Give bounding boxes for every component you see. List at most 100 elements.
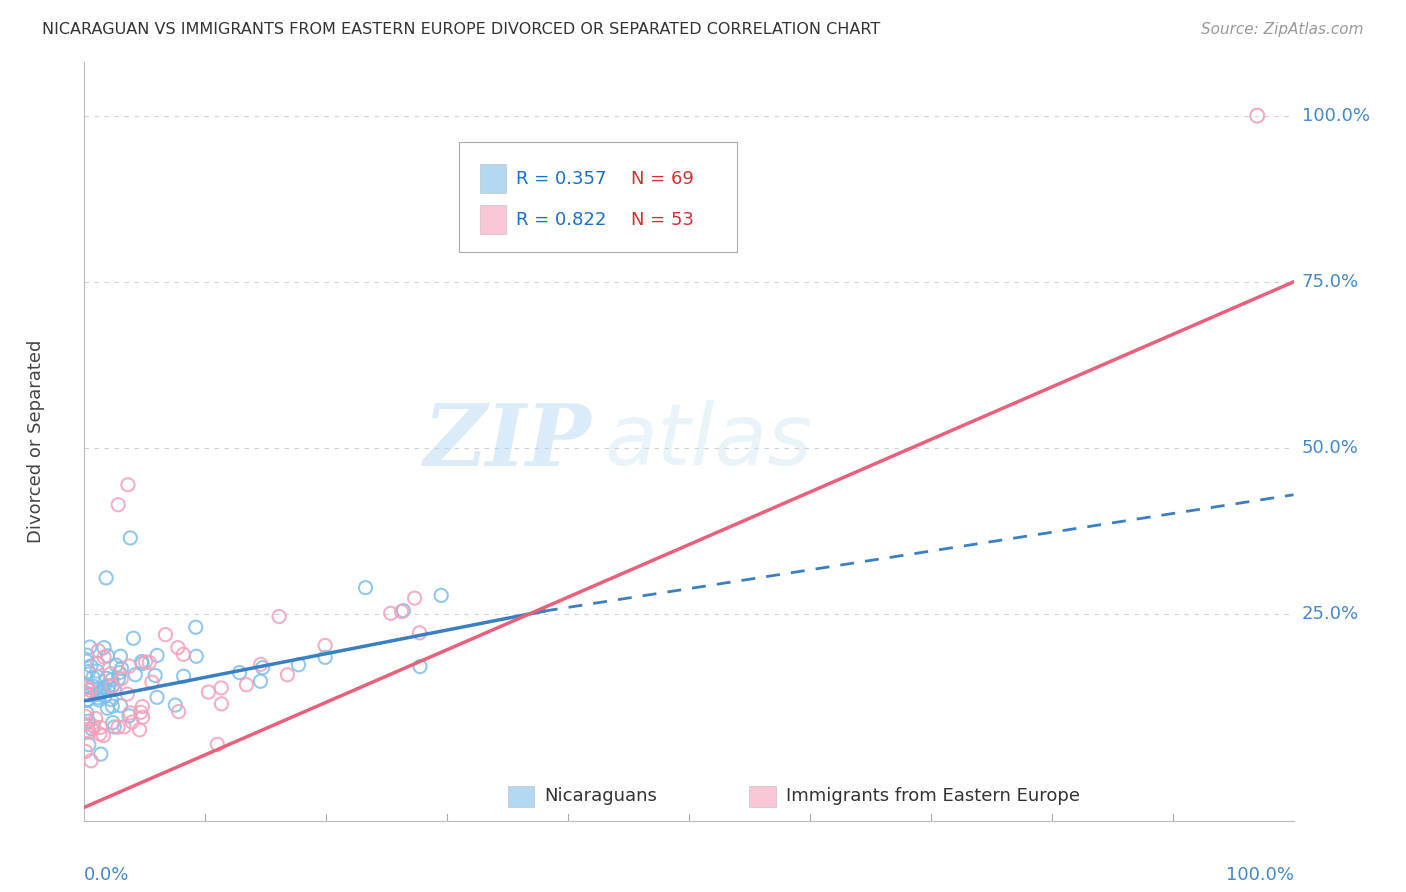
Point	[228, 665, 250, 680]
Point	[96, 701, 118, 715]
Point	[93, 640, 115, 655]
Point	[82, 670, 104, 684]
Point	[430, 588, 453, 602]
Text: R = 0.357: R = 0.357	[516, 169, 606, 187]
Text: Divorced or Separated: Divorced or Separated	[27, 340, 45, 543]
Point	[173, 669, 195, 683]
Point	[269, 609, 291, 624]
Point	[117, 477, 139, 491]
Point	[87, 688, 110, 702]
Point	[167, 640, 190, 655]
Point	[120, 531, 142, 545]
Point	[112, 720, 135, 734]
Text: 0.0%: 0.0%	[84, 866, 129, 884]
Point	[186, 649, 208, 664]
Text: 100.0%: 100.0%	[1302, 107, 1369, 125]
Point	[110, 662, 132, 676]
Point	[105, 658, 128, 673]
Point	[79, 683, 101, 698]
Point	[110, 672, 132, 686]
Point	[117, 687, 139, 701]
Point	[103, 681, 125, 696]
Point	[249, 657, 271, 672]
Point	[80, 722, 103, 736]
FancyBboxPatch shape	[508, 786, 534, 807]
Point	[96, 671, 118, 685]
Point	[76, 679, 98, 693]
Point	[77, 738, 100, 752]
Point	[122, 632, 145, 646]
Point	[108, 665, 131, 680]
Point	[107, 498, 129, 512]
Point	[79, 640, 101, 654]
Point	[131, 710, 153, 724]
Point	[392, 603, 415, 617]
Point	[77, 725, 100, 739]
Point	[75, 717, 97, 731]
Text: Nicaraguans: Nicaraguans	[544, 788, 657, 805]
Text: 50.0%: 50.0%	[1302, 439, 1358, 458]
Point	[391, 605, 413, 619]
Text: Immigrants from Eastern Europe: Immigrants from Eastern Europe	[786, 788, 1080, 805]
Point	[118, 659, 141, 673]
Point	[146, 648, 169, 663]
Point	[97, 683, 120, 698]
Point	[89, 720, 111, 734]
Point	[209, 681, 232, 695]
Point	[155, 627, 177, 641]
Point	[138, 656, 160, 670]
Point	[76, 693, 98, 707]
Text: 100.0%: 100.0%	[1226, 866, 1294, 884]
Point	[86, 664, 108, 678]
Point	[80, 659, 103, 673]
Point	[75, 723, 97, 738]
FancyBboxPatch shape	[479, 205, 506, 234]
Text: 25.0%: 25.0%	[1302, 606, 1360, 624]
Point	[75, 709, 97, 723]
Point	[110, 698, 132, 713]
Point	[75, 744, 97, 758]
Point	[93, 729, 115, 743]
Point	[93, 650, 115, 665]
Point	[354, 581, 377, 595]
Point	[380, 607, 402, 621]
Point	[314, 639, 336, 653]
Text: Source: ZipAtlas.com: Source: ZipAtlas.com	[1201, 22, 1364, 37]
Point	[120, 706, 142, 720]
Point	[83, 719, 105, 733]
Point	[249, 674, 271, 689]
Point	[110, 649, 132, 664]
Point	[124, 667, 146, 681]
Point	[77, 665, 100, 679]
Point	[75, 681, 97, 695]
Text: 75.0%: 75.0%	[1302, 273, 1360, 291]
Point	[101, 678, 124, 692]
Point	[89, 727, 111, 741]
Point	[146, 690, 169, 705]
Point	[172, 647, 194, 661]
Point	[252, 660, 274, 674]
Point	[91, 683, 114, 698]
Point	[101, 715, 124, 730]
Point	[75, 687, 97, 701]
Point	[141, 675, 163, 690]
Point	[107, 720, 129, 734]
Point	[90, 747, 112, 761]
Point	[103, 720, 125, 734]
Point	[77, 692, 100, 706]
Point	[207, 737, 229, 751]
Point	[197, 685, 219, 699]
Point	[101, 699, 124, 714]
Point	[131, 699, 153, 714]
Point	[100, 692, 122, 706]
Point	[165, 698, 187, 712]
Point	[87, 693, 110, 707]
Point	[129, 706, 152, 720]
Point	[101, 673, 124, 687]
Point	[100, 666, 122, 681]
FancyBboxPatch shape	[479, 164, 506, 193]
Point	[90, 685, 112, 699]
Point	[131, 657, 153, 671]
Point	[167, 705, 190, 719]
Point	[131, 655, 153, 669]
